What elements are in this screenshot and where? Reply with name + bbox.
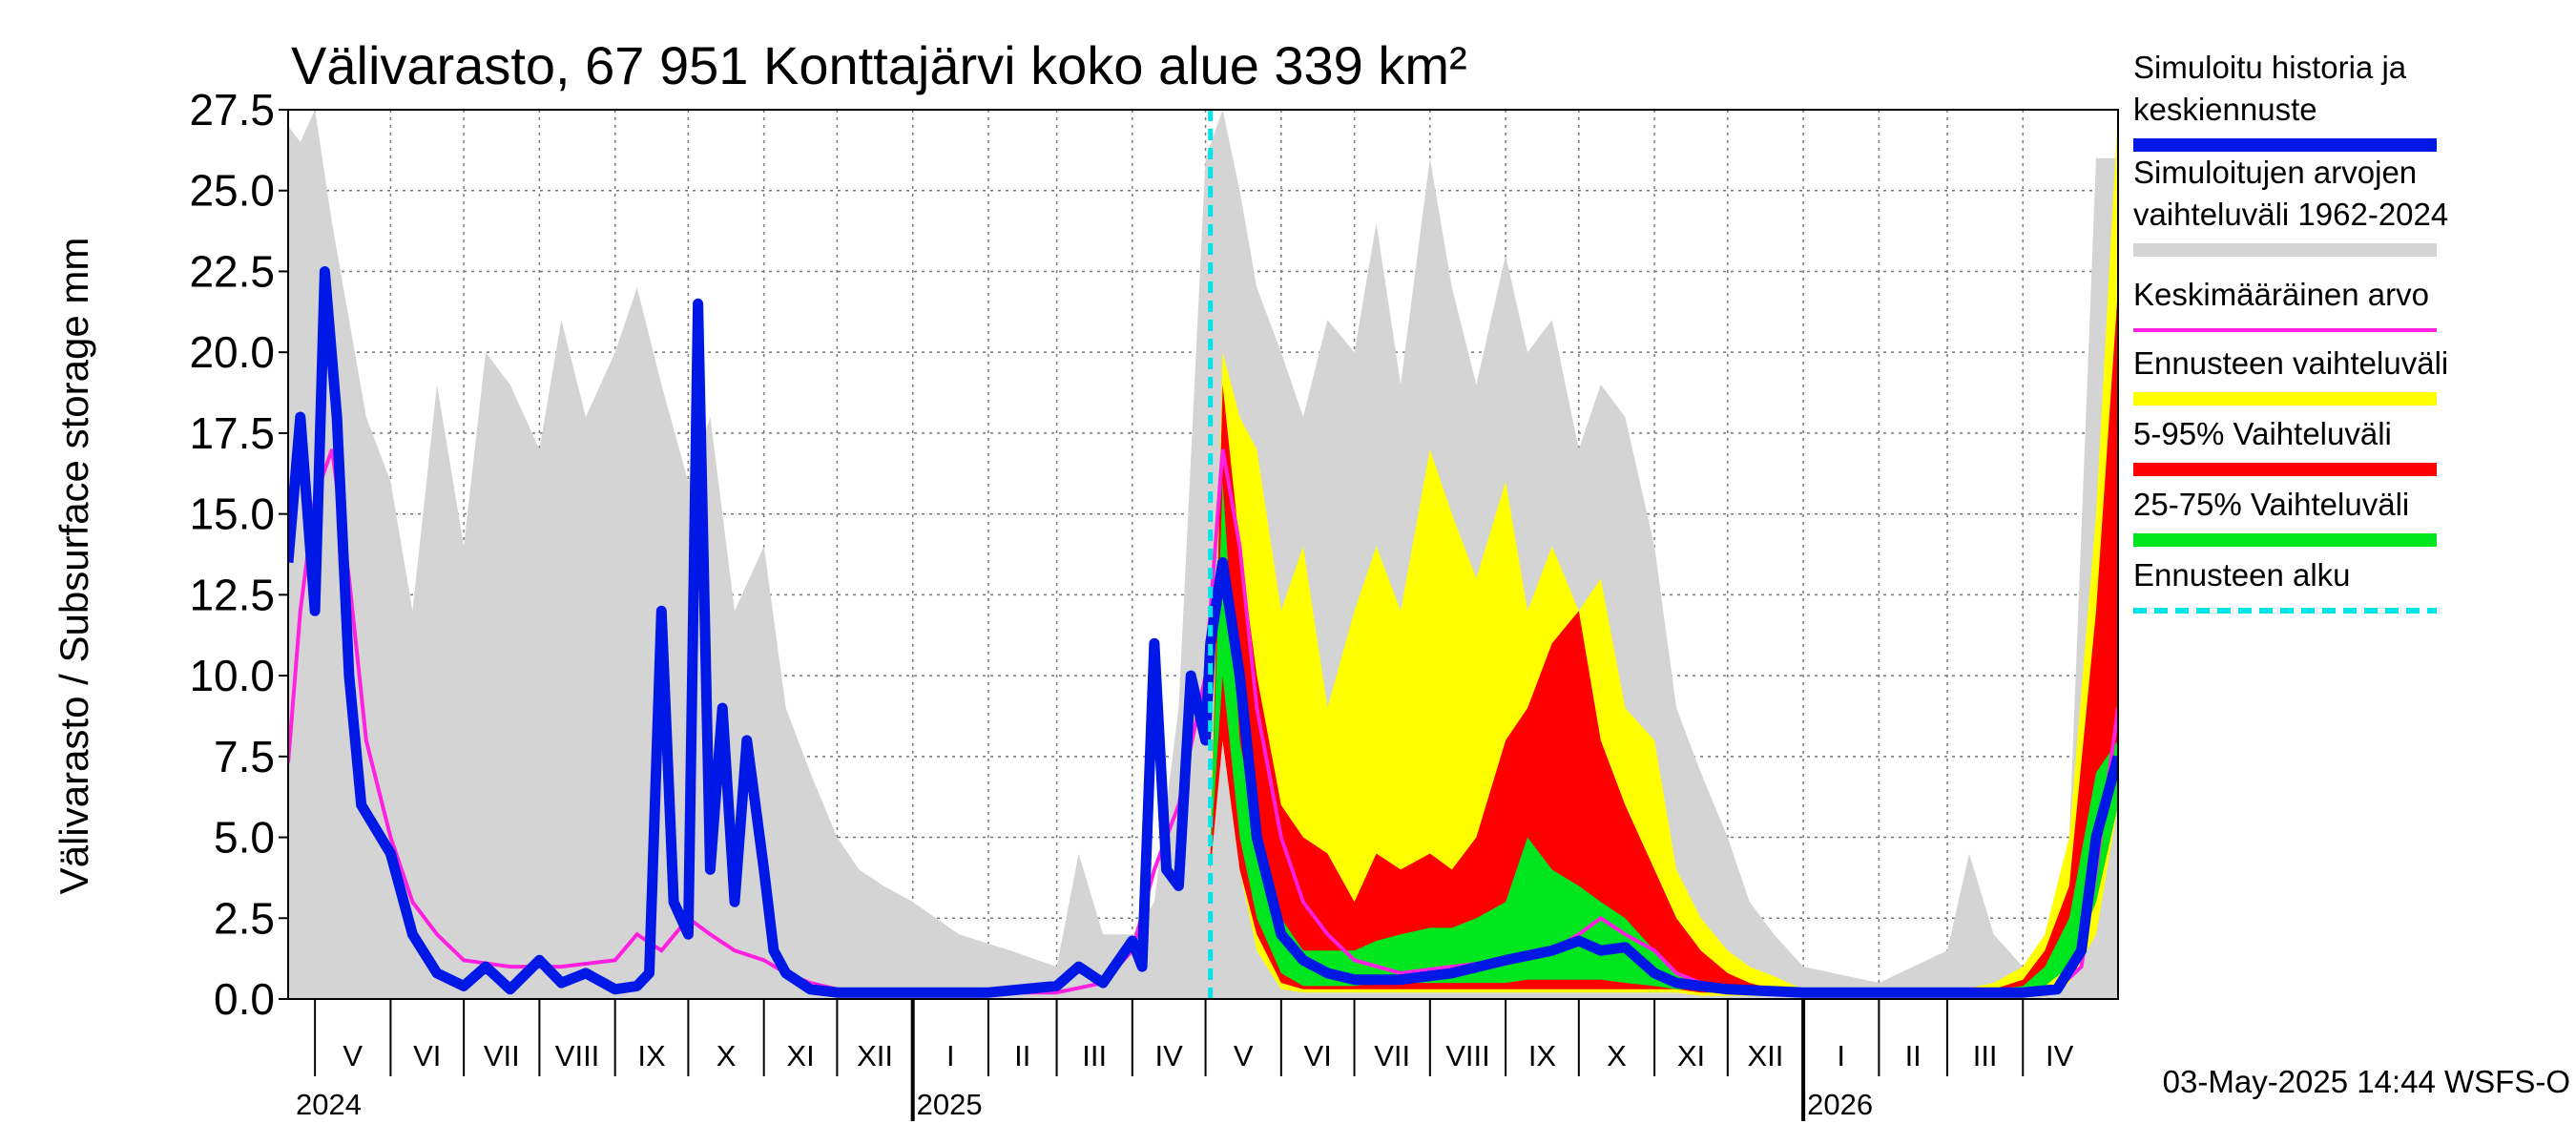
year-label: 2024 [296,1088,362,1121]
footer-timestamp: 03-May-2025 14:44 WSFS-O [2163,1064,2570,1099]
y-tick-labels: 0.0 2.5 5.0 7.5 10.0 12.5 15.0 17.5 20.0 22.5 25.0… [189,85,288,1024]
chart-title: Välivarasto, 67 951 Konttajärvi koko alu… [291,35,1467,95]
month-label: VI [413,1039,441,1072]
month-label: I [946,1039,955,1072]
month-label: II [1905,1039,1922,1072]
month-label: II [1014,1039,1030,1072]
legend-item-hist: Simuloitu historia ja keskiennuste [2133,50,2437,152]
legend-label: Simuloitujen arvojen [2133,155,2417,190]
legend-label: 5-95% Vaihteluväli [2133,416,2392,451]
year-label: 2025 [917,1088,983,1121]
month-label: XII [857,1039,893,1072]
y-tick-label: 27.5 [189,85,275,135]
plot-area [288,110,2118,999]
y-tick-label: 15.0 [189,489,275,539]
forecast-range-band [1210,110,2118,996]
month-label: IV [1155,1039,1184,1072]
month-label: V [343,1039,363,1072]
legend-label: Ennusteen alku [2133,557,2351,593]
y-tick-label: 17.5 [189,408,275,458]
x-axis: V VI VII VIII IX X XI XII I II III IV V VI VII VIII IX X X… [296,999,2074,1121]
y-tick-label: 25.0 [189,166,275,216]
month-label: V [1234,1039,1254,1072]
simulated-history-line [288,266,2118,998]
legend-label: vaihteluväli 1962-2024 [2133,197,2448,232]
y-tick-label: 2.5 [214,893,275,943]
month-label: VIII [555,1039,600,1072]
legend-label: Keskimääräinen arvo [2133,277,2429,312]
month-label: XI [1677,1039,1705,1072]
legend-item-start: Ennusteen alku [2133,557,2437,614]
month-label: III [1082,1039,1107,1072]
legend-item-mean: Keskimääräinen arvo [2133,277,2437,332]
month-label: VIII [1445,1039,1490,1072]
month-label: IX [637,1039,666,1072]
legend-label: Ennusteen vaihteluväli [2133,345,2448,381]
legend-item-fc: Ennusteen vaihteluväli [2133,345,2448,406]
month-label: I [1837,1039,1845,1072]
legend-item-range: Simuloitujen arvojen vaihteluväli 1962-20… [2133,155,2448,257]
y-tick-label: 5.0 [214,813,275,863]
legend-label: 25-75% Vaihteluväli [2133,487,2409,522]
month-label: IX [1528,1039,1557,1072]
month-label: VII [1374,1039,1410,1072]
month-label: VII [484,1039,520,1072]
legend-item-p5: 5-95% Vaihteluväli [2133,416,2437,476]
y-tick-label: 7.5 [214,732,275,781]
year-label: 2026 [1807,1088,1873,1121]
y-tick-label: 22.5 [189,246,275,296]
y-tick-label: 0.0 [214,974,275,1024]
month-label: IV [2046,1039,2074,1072]
y-tick-label: 10.0 [189,651,275,700]
y-tick-label: 12.5 [189,570,275,619]
month-label: X [1607,1039,1627,1072]
month-label: XII [1748,1039,1784,1072]
forecast-5-95-band [1210,287,2118,996]
month-label: XI [786,1039,814,1072]
y-axis-label: Välivarasto / Subsurface storage mm [52,238,96,895]
month-label: X [717,1039,737,1072]
legend: Simuloitu historia jakeskiennusteSimuloi… [2133,50,2448,614]
legend-label: Simuloitu historia ja [2133,50,2407,85]
month-label: VI [1304,1039,1332,1072]
legend-item-p25: 25-75% Vaihteluväli [2133,487,2437,547]
plot-frame [287,109,2119,1000]
legend-label: keskiennuste [2133,92,2317,127]
y-tick-label: 20.0 [189,327,275,377]
month-label: III [1973,1039,1998,1072]
